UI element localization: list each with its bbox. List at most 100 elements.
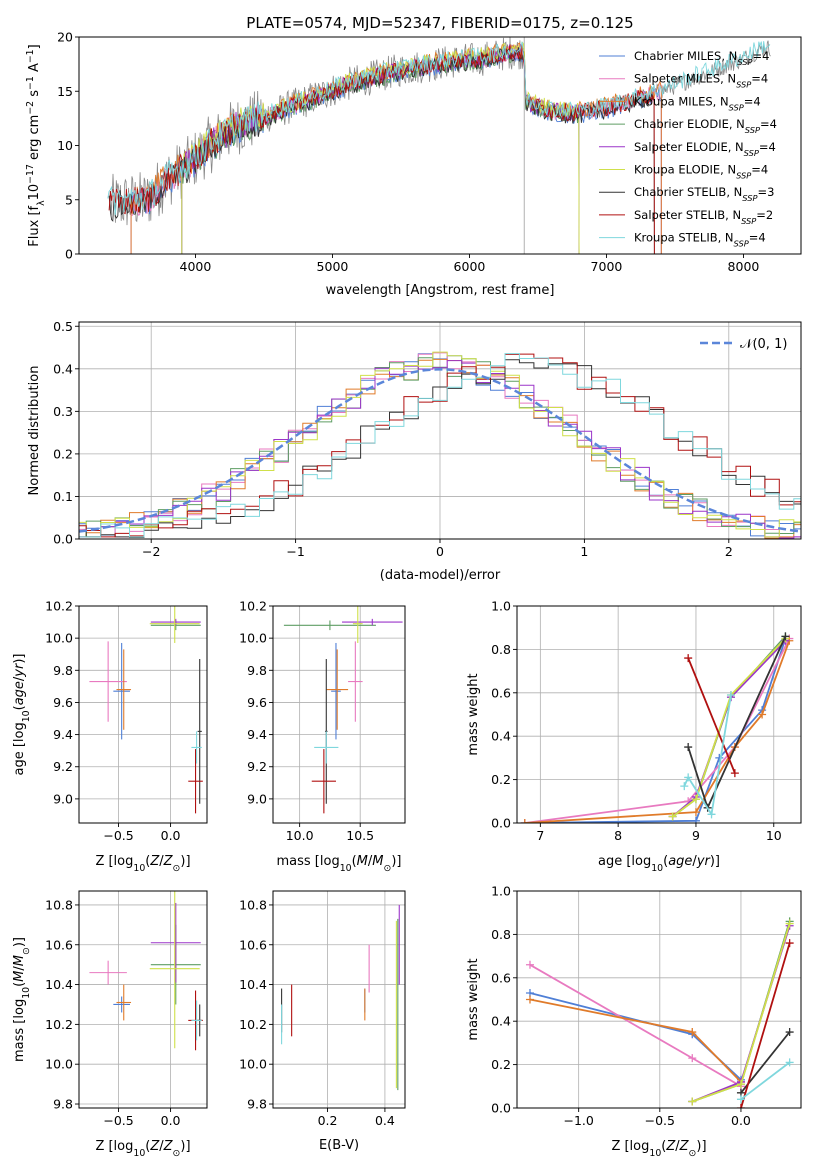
y-tick-label: 9.8 xyxy=(247,1097,267,1112)
model-spectrum-5 xyxy=(181,41,580,254)
weight-line-0 xyxy=(524,638,787,823)
weight-line-4 xyxy=(672,640,787,818)
x-tick-label: 10.5 xyxy=(346,828,374,843)
legend-entry: Chabrier STELIB, NSSP=3 xyxy=(634,185,774,203)
x-tick-label: 9 xyxy=(692,828,700,843)
x-tick-label: 10.0 xyxy=(286,828,314,843)
x-tick-label: −0.5 xyxy=(645,1113,675,1128)
residual-histogram-8 xyxy=(79,353,801,538)
weight-point xyxy=(785,1028,794,1037)
y-tick-label: 0.2 xyxy=(53,446,73,461)
weight-point xyxy=(691,816,700,823)
y-tick-label: 0.1 xyxy=(53,489,73,504)
weight-line-1 xyxy=(529,964,742,1088)
x-tick-label: −2 xyxy=(142,544,160,559)
y-axis-label: mass [log10(M/M⊙)] xyxy=(12,937,32,1062)
weight-point xyxy=(684,773,693,782)
x-tick-label: 2 xyxy=(725,544,733,559)
residual-panel-plot xyxy=(79,322,801,539)
y-tick-label: 9.8 xyxy=(53,663,73,678)
weight-point xyxy=(520,819,529,823)
legend-entry: Chabrier ELODIE, NSSP=4 xyxy=(634,117,777,135)
spectrum-panel-plot xyxy=(107,37,771,254)
mass-age-panel: 10.0 10.5 9.0 9.2 9.4 9.6 9.8 10.0 10.2 mass [log… xyxy=(239,599,406,874)
axes-frame xyxy=(78,321,802,540)
x-tick-label: −0.5 xyxy=(103,828,133,843)
legend-entry: Chabrier MILES, NSSP=4 xyxy=(634,49,769,67)
weight-line-7 xyxy=(687,657,736,774)
legend-entry: Kroupa ELODIE, NSSP=4 xyxy=(634,163,768,181)
x-tick-label: −1.0 xyxy=(563,1113,593,1128)
y-tick-label: 9.4 xyxy=(247,727,267,742)
x-tick-label: 0 xyxy=(436,544,444,559)
z-age-panel: −0.5 0.0 9.0 9.2 9.4 9.6 9.8 10.0 10.2 Z [log10(Z… xyxy=(12,599,208,874)
x-tick-label: 8000 xyxy=(728,259,760,274)
x-axis-label: mass [log10(M/M⊙)] xyxy=(277,854,402,874)
y-axis-label: mass weight xyxy=(466,958,481,1040)
x-tick-label: 7000 xyxy=(591,259,623,274)
y-tick-label: 9.6 xyxy=(53,695,73,710)
axes-frame xyxy=(516,890,802,1109)
y-tick-label: 1.0 xyxy=(491,884,511,899)
model-spectrum-0 xyxy=(130,45,662,254)
x-axis-label: (data-model)/error xyxy=(380,568,501,583)
weight-point xyxy=(726,690,735,699)
y-tick-label: 0.4 xyxy=(491,729,511,744)
y-tick-label: 10.4 xyxy=(239,977,267,992)
weight-point xyxy=(688,1097,697,1106)
x-tick-label: 7 xyxy=(536,828,544,843)
y-tick-label: 10.0 xyxy=(239,1057,267,1072)
y-axis-label: mass weight xyxy=(466,673,481,755)
legend-entry: Salpeter STELIB, NSSP=2 xyxy=(634,208,773,226)
y-tick-label: 5 xyxy=(65,192,73,207)
chart-title: PLATE=0574, MJD=52347, FIBERID=0175, z=0… xyxy=(246,14,633,32)
y-tick-label: 0.0 xyxy=(491,1101,511,1116)
age-weight-panel: 7 8 9 10 0.0 0.2 0.4 0.6 0.8 1.0 age [log10(age/yr… xyxy=(466,599,802,874)
y-tick-label: 10.0 xyxy=(45,1057,73,1072)
weight-point xyxy=(707,810,716,819)
y-tick-label: 10.8 xyxy=(45,897,73,912)
y-tick-label: 10.2 xyxy=(239,1017,267,1032)
ebv-mass-panel-plot xyxy=(273,891,405,1108)
weight-point xyxy=(684,654,693,663)
weight-point xyxy=(781,632,790,641)
y-tick-label: 0.0 xyxy=(53,532,73,547)
y-axis-label: age [log10(age/yr)] xyxy=(12,653,32,775)
y-tick-label: 10.2 xyxy=(239,599,267,614)
y-axis-label: Normed distribution xyxy=(27,366,42,496)
y-tick-label: 0.5 xyxy=(53,319,73,334)
y-tick-label: 9.2 xyxy=(247,759,267,774)
x-tick-label: 0.4 xyxy=(375,1113,395,1128)
weight-point xyxy=(785,1058,794,1067)
axes-frame xyxy=(78,890,208,1109)
legend: Chabrier MILES, NSSP=4 Salpeter MILES, NS… xyxy=(599,49,777,249)
y-tick-label: 9.4 xyxy=(53,727,73,742)
y-tick-label: 10.6 xyxy=(239,937,267,952)
weight-point xyxy=(684,743,693,752)
x-axis-label: Z [log10(Z/Z⊙)] xyxy=(95,1139,190,1159)
y-tick-label: 9.0 xyxy=(53,791,73,806)
x-tick-label: 0.0 xyxy=(161,1113,181,1128)
residual-panel: −2 −1 0 1 2 0.0 0.1 0.2 0.3 0.4 0.5 (data-model)/er… xyxy=(27,319,802,583)
model-spectrum-8 xyxy=(107,41,771,216)
x-tick-label: 5000 xyxy=(317,259,349,274)
spectrum-panel: 4000 5000 6000 7000 8000 0 5 10 15 20 wavelength [… xyxy=(25,14,802,298)
y-tick-label: 10.2 xyxy=(45,599,73,614)
z-age-panel-plot xyxy=(79,606,207,823)
y-tick-label: 0.8 xyxy=(491,927,511,942)
y-tick-label: 0.4 xyxy=(53,361,73,376)
x-tick-label: 0.2 xyxy=(318,1113,338,1128)
legend: 𝒩(0, 1) xyxy=(700,337,787,352)
ebv-mass-panel: 0.2 0.4 9.8 10.0 10.2 10.4 10.6 10.8 E(B-V) xyxy=(239,890,406,1153)
z-mass-panel-plot xyxy=(79,891,207,1108)
weight-line-7 xyxy=(740,942,791,1108)
legend-entry: Kroupa MILES, NSSP=4 xyxy=(634,94,761,112)
y-tick-label: 9.2 xyxy=(53,759,73,774)
y-tick-label: 0.8 xyxy=(491,642,511,657)
y-tick-label: 9.0 xyxy=(247,791,267,806)
x-tick-label: −1 xyxy=(286,544,304,559)
z-mass-panel: −0.5 0.0 9.8 10.0 10.2 10.4 10.6 10.8 Z [log10(Z… xyxy=(12,890,208,1159)
x-tick-label: 6000 xyxy=(454,259,486,274)
x-tick-label: 0.0 xyxy=(161,828,181,843)
